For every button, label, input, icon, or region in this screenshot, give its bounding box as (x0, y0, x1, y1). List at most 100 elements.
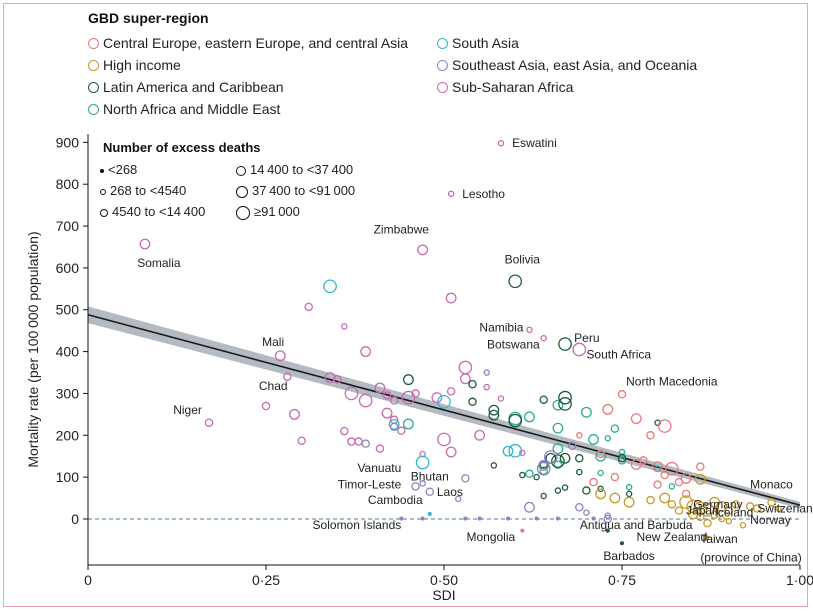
data-point (139, 238, 151, 250)
x-tick-label: 0·50 (430, 572, 458, 588)
annotation-label: Cambodia (368, 493, 423, 507)
data-point (596, 449, 605, 459)
annotation-label: Mongolia (466, 530, 515, 544)
data-point (397, 426, 406, 435)
size-legend-item: 14 400 to <37 400 (236, 162, 353, 177)
annotation-label: Peru (574, 331, 599, 345)
y-tick-label: 200 (56, 427, 80, 443)
x-tick-label: 0·75 (608, 572, 636, 588)
y-tick-label: 600 (56, 260, 80, 276)
data-point (724, 506, 734, 515)
data-point (555, 516, 560, 521)
data-point (341, 323, 348, 330)
annotation-label: Norway (750, 513, 791, 527)
annotation-label: Solomon Islands (313, 518, 402, 532)
data-point (731, 500, 741, 509)
data-point (382, 391, 392, 400)
data-point (700, 502, 715, 517)
y-tick-label: 300 (56, 385, 80, 401)
x-tick-label: 0·25 (252, 572, 280, 588)
data-point (526, 326, 533, 334)
data-point (402, 374, 414, 386)
data-point (274, 350, 286, 362)
annotation-label: South Africa (586, 348, 651, 362)
data-point (588, 434, 599, 445)
data-point (558, 337, 572, 351)
data-point (417, 244, 429, 256)
annotation-label: Barbados (603, 549, 654, 563)
data-point (589, 477, 598, 487)
legend-item-southeast-asia: Southeast Asia, east Asia, and Oceania (437, 57, 697, 73)
size-label: ≥91 000 (254, 204, 300, 219)
data-point (610, 424, 620, 433)
annotation-label: Namibia (479, 321, 523, 335)
data-point (657, 419, 672, 433)
data-point (591, 516, 596, 521)
annotation-label: Eswatini (512, 136, 557, 150)
data-point (415, 455, 430, 470)
data-point (425, 487, 435, 497)
size-label: 14 400 to <37 400 (250, 162, 354, 177)
legend-label: Latin America and Caribbean (103, 79, 284, 95)
legend-marker (88, 104, 99, 115)
data-point (502, 445, 514, 457)
data-point (519, 471, 526, 479)
size-label: <268 (108, 162, 138, 177)
data-point (576, 468, 583, 476)
legend-marker (437, 60, 448, 71)
data-point (753, 504, 762, 513)
annotation-label: Bolivia (505, 253, 541, 267)
annotation-label: Laos (437, 485, 463, 499)
data-point (204, 418, 214, 427)
data-point (289, 408, 300, 420)
annotation-label: (province of China) (700, 550, 801, 564)
legend-marker (437, 82, 448, 93)
data-point (694, 473, 706, 485)
data-point (534, 516, 539, 521)
data-point (358, 393, 373, 408)
data-point (604, 434, 612, 442)
data-point (552, 399, 564, 411)
data-point (739, 521, 747, 529)
data-point (617, 454, 627, 463)
data-point (630, 459, 642, 471)
y-tick-label: 0 (71, 511, 79, 527)
data-point (572, 342, 587, 357)
data-point (508, 274, 523, 289)
y-tick-label: 400 (56, 344, 80, 360)
size-marker (236, 205, 250, 220)
data-point (605, 528, 610, 533)
data-point (575, 454, 584, 463)
y-tick-label: 700 (56, 218, 80, 234)
legend-label: Sub-Saharan Africa (452, 79, 574, 95)
size-marker (236, 165, 246, 176)
annotation-label: Botswana (487, 337, 540, 351)
annotation-label: Somalia (137, 256, 181, 270)
size-legend-item: 268 to <4540 (100, 183, 186, 198)
annotation-label: Niger (173, 403, 202, 417)
data-point (437, 394, 451, 409)
data-point (686, 499, 701, 514)
data-point (445, 446, 457, 458)
y-tick-label: 100 (56, 469, 80, 485)
data-point (523, 411, 535, 423)
data-point (431, 392, 443, 404)
size-label: 4540 to <14 400 (112, 204, 206, 219)
data-point (483, 369, 490, 376)
data-point (474, 429, 486, 441)
legend-label: North Africa and Middle East (103, 101, 281, 117)
data-point (490, 462, 498, 469)
data-point (583, 509, 590, 516)
data-point (536, 461, 551, 476)
data-point (304, 302, 313, 312)
data-point (552, 443, 564, 455)
annotation-label: Mali (262, 335, 284, 349)
data-point (716, 500, 728, 512)
annotation-label: Germany (693, 497, 742, 511)
y-axis-title: Mortality rate (per 100 000 population) (25, 231, 41, 467)
data-point (575, 503, 584, 512)
legend-marker (437, 38, 448, 49)
data-point (340, 426, 349, 436)
data-point (401, 390, 416, 405)
data-point (652, 461, 664, 473)
